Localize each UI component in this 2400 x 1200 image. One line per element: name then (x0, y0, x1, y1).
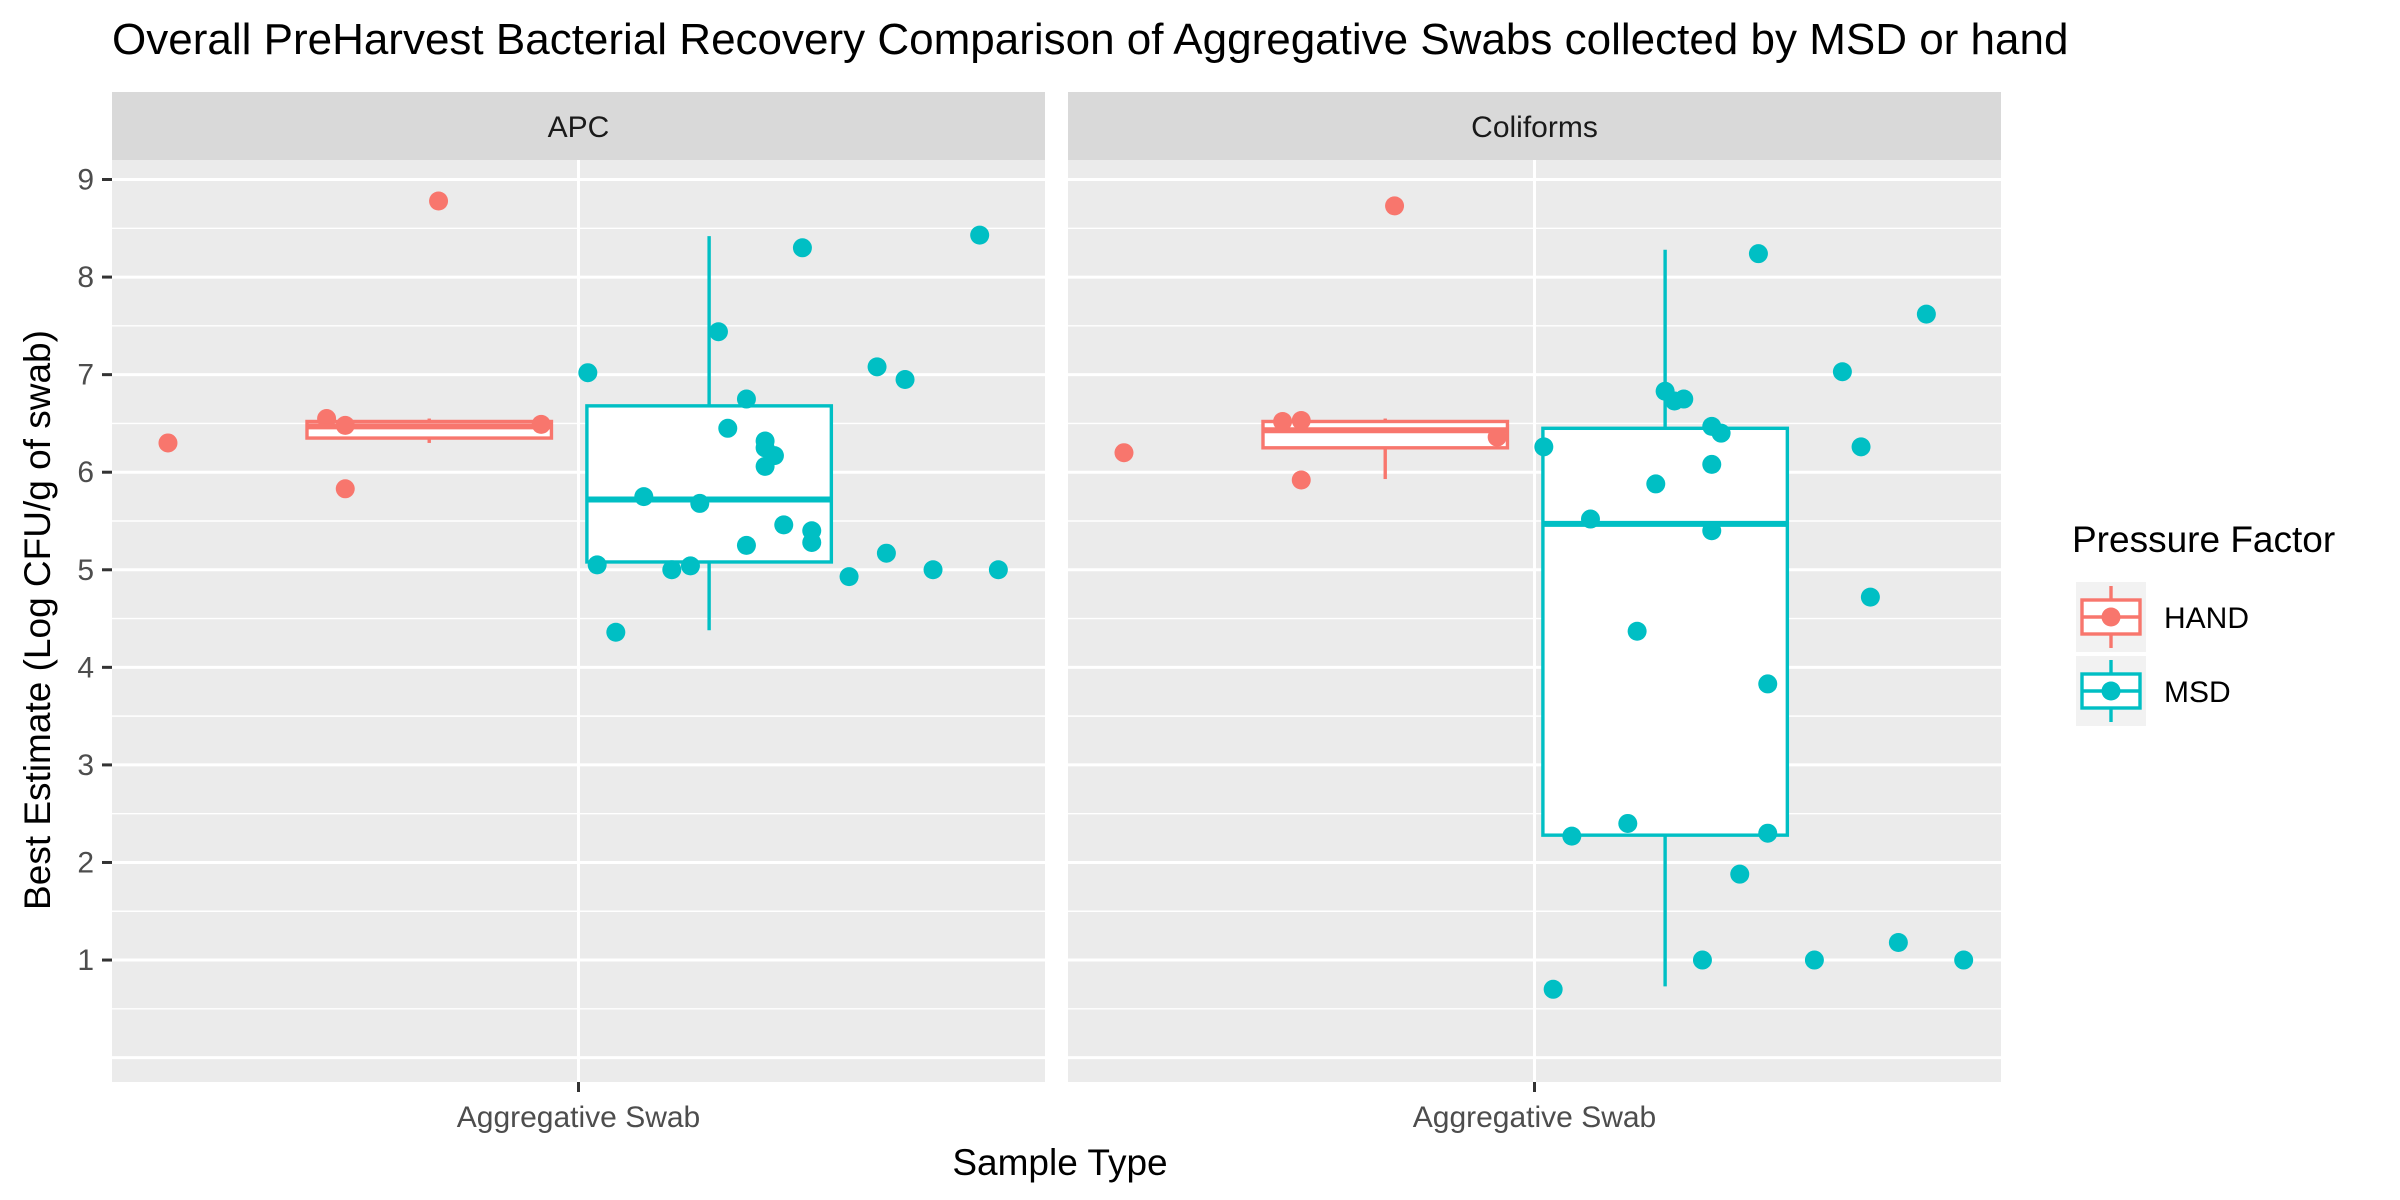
data-point (158, 433, 178, 453)
data-point (662, 560, 682, 580)
boxplot-msd (578, 225, 1008, 642)
data-point (1273, 411, 1293, 431)
legend-item-hand: HAND (2076, 582, 2249, 652)
y-tick-label: 5 (77, 554, 94, 587)
data-point (680, 556, 700, 576)
data-point (1534, 437, 1554, 457)
legend-key-point (2101, 607, 2121, 627)
x-tick-label: Aggregative Swab (1413, 1101, 1657, 1134)
legend-item-msd: MSD (2076, 656, 2231, 726)
y-axis: 1 2 3 4 5 6 7 8 9 (77, 164, 112, 977)
data-point (1860, 587, 1880, 607)
data-point (1692, 950, 1712, 970)
data-point (923, 560, 943, 580)
data-point (1580, 509, 1600, 529)
facet-strip-label: APC (548, 111, 610, 144)
panel-apc: APC Aggregative Swab (112, 92, 1045, 1134)
box (585, 404, 834, 564)
data-point (1711, 423, 1731, 443)
y-tick-label: 8 (77, 261, 94, 294)
data-point (1291, 411, 1311, 431)
y-tick-label: 7 (77, 359, 94, 392)
data-point (1543, 979, 1563, 999)
data-point (1702, 521, 1722, 541)
data-point (895, 370, 915, 390)
data-point (1851, 437, 1871, 457)
data-point (988, 560, 1008, 580)
y-axis-title: Best Estimate (Log CFU/g of swab) (17, 330, 58, 910)
data-point (587, 555, 607, 575)
data-point (1748, 244, 1768, 264)
data-point (1954, 950, 1974, 970)
facet-strip (112, 92, 1045, 160)
data-point (1562, 826, 1582, 846)
data-point (1674, 389, 1694, 409)
data-point (718, 418, 738, 438)
data-point (1888, 932, 1908, 952)
data-point (1385, 196, 1405, 216)
y-tick-label: 4 (77, 651, 94, 684)
data-point (1114, 443, 1134, 463)
data-point (1730, 864, 1750, 884)
data-point (1832, 362, 1852, 382)
data-point (531, 414, 551, 434)
data-point (876, 543, 896, 563)
panel-coliforms: Coliforms Aggregative Swab (1068, 92, 2001, 1134)
y-tick-label: 6 (77, 456, 94, 489)
chart-title: Overall PreHarvest Bacterial Recovery Co… (112, 15, 2068, 64)
data-point (578, 363, 598, 383)
data-point (1702, 454, 1722, 474)
data-point (1646, 474, 1666, 494)
data-point (606, 622, 626, 642)
data-point (1804, 950, 1824, 970)
data-point (634, 487, 654, 507)
y-tick-label: 3 (77, 749, 94, 782)
data-point (335, 479, 355, 499)
data-point (1758, 823, 1778, 843)
legend: Pressure Factor HAND MSD (2072, 519, 2335, 726)
data-point (335, 415, 355, 435)
data-point (690, 493, 710, 513)
data-point (867, 357, 887, 377)
data-point (1487, 427, 1507, 447)
x-tick-label: Aggregative Swab (457, 1101, 701, 1134)
legend-key-point (2101, 681, 2121, 701)
legend-title: Pressure Factor (2072, 519, 2335, 560)
data-point (774, 515, 794, 535)
boxplot-msd (1534, 244, 1974, 999)
data-point (429, 191, 449, 211)
data-point (708, 322, 728, 342)
data-point (736, 389, 756, 409)
data-point (792, 238, 812, 258)
data-point (1291, 470, 1311, 490)
legend-item-label: MSD (2164, 676, 2231, 709)
data-point (736, 535, 756, 555)
legend-item-label: HAND (2164, 602, 2249, 635)
facet-panels: APC Aggregative Swab Coliforms Aggregative … (112, 92, 2001, 1134)
y-tick-label: 1 (77, 944, 94, 977)
data-point (1627, 621, 1647, 641)
boxplot-hand (1114, 196, 1510, 490)
facet-strip (1068, 92, 2001, 160)
data-point (970, 225, 990, 245)
data-point (1916, 304, 1936, 324)
data-point (802, 532, 822, 552)
data-point (1618, 813, 1638, 833)
y-tick-label: 9 (77, 164, 94, 197)
data-point (764, 446, 784, 466)
data-point (317, 409, 337, 429)
x-axis-title: Sample Type (952, 1142, 1167, 1183)
box (1541, 426, 1790, 837)
facet-strip-label: Coliforms (1471, 111, 1598, 144)
boxplot-hand (158, 191, 554, 499)
data-point (1758, 674, 1778, 694)
data-point (839, 567, 859, 587)
y-tick-label: 2 (77, 846, 94, 879)
